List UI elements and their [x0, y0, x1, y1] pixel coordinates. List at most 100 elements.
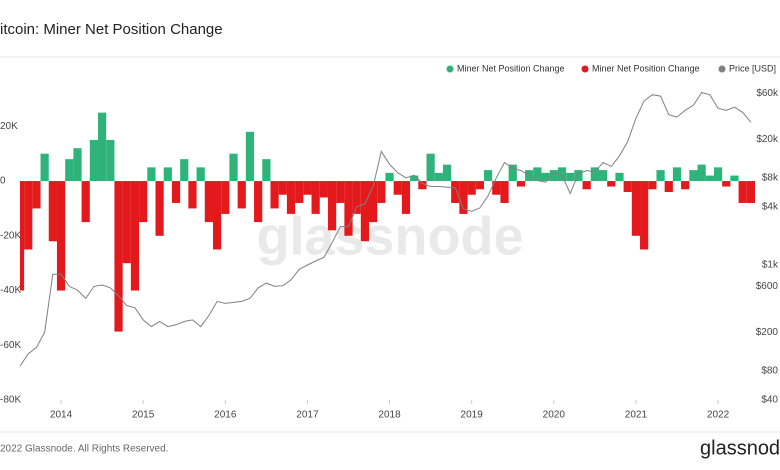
net-position-bar — [426, 153, 435, 182]
net-position-bar — [56, 181, 66, 291]
chart-title: itcoin: Miner Net Position Change — [0, 21, 223, 38]
net-position-bar — [344, 181, 353, 236]
net-position-bar — [171, 181, 181, 203]
footer-copyright: 2022 Glassnode. All Rights Reserved. — [0, 444, 168, 455]
net-position-bar — [672, 167, 682, 182]
net-position-bar — [533, 167, 542, 182]
net-position-bar — [139, 181, 148, 223]
net-position-bar — [500, 181, 509, 203]
logo: glassnod — [700, 437, 780, 459]
net-position-bar — [689, 170, 698, 182]
net-position-bar — [245, 131, 255, 182]
net-position-bar — [598, 170, 608, 182]
net-position-bar — [303, 181, 312, 195]
net-position-bar — [270, 181, 279, 209]
y-tick-label: 0 — [0, 176, 6, 187]
net-position-bar — [705, 175, 714, 182]
net-position-bar — [640, 181, 649, 250]
x-tick-label: 2020 — [543, 410, 566, 421]
net-position-bar — [180, 159, 189, 182]
net-position-bar — [89, 140, 99, 182]
net-position-bar — [163, 167, 172, 182]
net-position-bar — [65, 159, 74, 182]
legend-label: Miner Net Position Change — [457, 63, 565, 73]
net-position-bar — [508, 164, 517, 182]
net-position-bar — [401, 181, 411, 214]
legend-label: Miner Net Position Change — [592, 63, 700, 73]
y-tick-label: -80K — [0, 395, 21, 406]
net-position-bar — [254, 181, 263, 223]
net-position-bar — [319, 181, 328, 198]
net-position-bar — [20, 181, 25, 291]
y2-tick-label: $60k — [756, 88, 779, 99]
legend-label: Price [USD] — [729, 63, 776, 73]
y2-tick-label: $80 — [761, 366, 778, 377]
net-position-bar — [746, 181, 755, 203]
net-position-bar — [188, 181, 197, 209]
net-position-bar — [516, 181, 526, 187]
net-position-bar — [336, 181, 345, 203]
net-position-bar — [130, 181, 140, 291]
x-tick-label: 2018 — [378, 410, 401, 421]
x-tick-label: 2019 — [461, 410, 484, 421]
net-position-bar — [730, 175, 739, 182]
net-position-bar — [48, 181, 57, 242]
net-position-bar — [492, 181, 501, 195]
net-position-bar — [24, 181, 33, 250]
y-tick-label: -40K — [0, 285, 21, 296]
net-position-bar — [648, 181, 657, 190]
net-position-bar — [114, 181, 123, 332]
y2-tick-label: $20k — [756, 134, 779, 145]
net-position-bar — [98, 112, 107, 182]
net-position-bar — [369, 181, 378, 223]
net-position-bar — [311, 181, 320, 214]
legend-swatch — [718, 65, 726, 73]
net-position-bar — [295, 181, 304, 203]
net-position-bar — [32, 181, 41, 209]
net-position-bar — [434, 172, 443, 182]
net-position-bar — [385, 172, 394, 182]
net-position-bar — [106, 140, 115, 182]
net-position-bar — [229, 153, 238, 182]
plot-area — [20, 92, 755, 367]
x-tick-label: 2014 — [50, 410, 73, 421]
net-position-bar — [557, 167, 567, 182]
y2-tick-label: $200 — [756, 327, 779, 338]
watermark: glassnode — [256, 206, 523, 266]
net-position-bar — [155, 181, 164, 236]
y-tick-label: -20K — [0, 230, 21, 241]
net-position-bar — [81, 181, 90, 223]
legend-swatch — [446, 65, 454, 73]
net-position-bar — [582, 181, 591, 190]
x-tick-label: 2022 — [707, 410, 730, 421]
net-position-bar — [607, 181, 616, 187]
net-position-bar — [204, 181, 213, 223]
y2-tick-label: $1k — [762, 260, 779, 271]
net-position-bar — [212, 181, 222, 250]
net-position-bar — [147, 167, 156, 182]
price-line — [20, 92, 752, 367]
net-position-bar — [483, 170, 493, 182]
net-position-bar — [656, 170, 665, 182]
net-position-bar — [549, 170, 558, 182]
net-position-bar — [738, 181, 747, 203]
net-position-bar — [410, 175, 419, 182]
net-position-bar — [722, 181, 731, 187]
net-position-bar — [459, 181, 468, 214]
net-position-bar — [566, 172, 575, 182]
x-tick-label: 2016 — [214, 410, 237, 421]
net-position-bar — [73, 148, 82, 182]
net-position-bar — [467, 181, 476, 195]
net-position-bar — [122, 181, 131, 264]
net-position-bar — [393, 181, 402, 195]
net-position-bar — [615, 172, 624, 182]
net-position-bar — [221, 181, 230, 214]
net-position-bar — [278, 181, 287, 195]
net-position-bar — [681, 181, 690, 190]
y2-tick-label: $8k — [762, 172, 779, 183]
net-position-bar — [451, 181, 460, 203]
x-tick-label: 2017 — [296, 410, 319, 421]
net-position-bar — [196, 167, 205, 182]
net-position-bar — [418, 181, 427, 190]
y2-tick-label: $40 — [761, 395, 778, 406]
